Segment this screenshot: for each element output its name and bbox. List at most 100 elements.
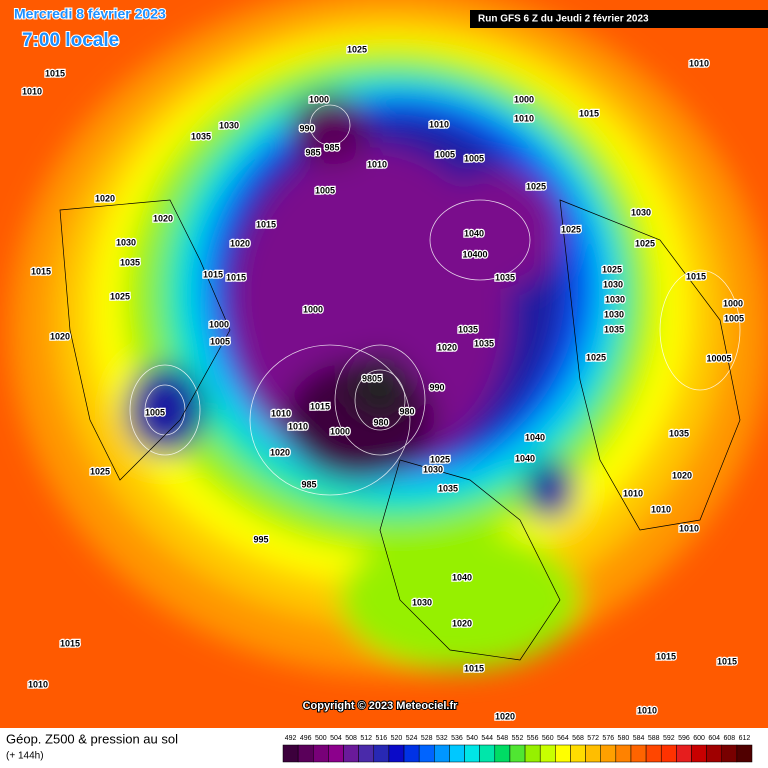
isobar-label: 1015 <box>226 272 246 282</box>
isobar-label: 1035 <box>669 428 689 438</box>
scale-label: 596 <box>678 735 690 742</box>
scale-swatch <box>630 744 647 763</box>
scale-label: 604 <box>708 735 720 742</box>
scale-swatch <box>615 744 632 763</box>
copyright: Copyright © 2023 Meteociel.fr <box>303 700 459 712</box>
isobar-label: 1015 <box>203 269 223 279</box>
isobar-label: 1035 <box>604 324 624 334</box>
isobar-label: 1025 <box>90 466 110 476</box>
isobar-label: 1025 <box>430 454 450 464</box>
isobar-label: 995 <box>253 534 268 544</box>
scale-label: 580 <box>618 735 630 742</box>
scale-swatch <box>645 744 662 763</box>
scale-swatch <box>509 744 526 763</box>
isobar-label: 1030 <box>603 279 623 289</box>
isobar-label: 1015 <box>310 401 330 411</box>
scale-swatch <box>358 744 375 763</box>
isobar-label: 1035 <box>438 483 458 493</box>
scale-label: 500 <box>315 735 327 742</box>
isobar-label: 1020 <box>95 193 115 203</box>
isobar-label: 1035 <box>474 338 494 348</box>
isobar-label: 1025 <box>561 224 581 234</box>
scale-swatch <box>434 744 450 763</box>
scale-label: 612 <box>739 735 751 742</box>
scale-swatch <box>449 744 465 763</box>
isobar-label: 1005 <box>315 185 335 195</box>
scale-label: 592 <box>663 735 675 742</box>
isobar-label: 1015 <box>656 651 676 661</box>
isobar-label: 1025 <box>110 291 130 301</box>
isobar-label: 1005 <box>724 313 744 323</box>
isobar-label: 1015 <box>45 68 65 78</box>
scale-swatch <box>418 744 435 763</box>
scale-swatch <box>585 744 601 763</box>
scale-swatch <box>570 744 586 763</box>
scale-swatch <box>282 744 299 763</box>
scale-label: 524 <box>406 735 418 742</box>
isobar-label: 1040 <box>452 572 472 582</box>
scale-label: 552 <box>512 735 524 742</box>
isobar-label: 1005 <box>435 149 455 159</box>
isobar-label: 10400 <box>462 249 487 259</box>
scale-swatch <box>313 744 329 763</box>
isobar-label: 1025 <box>635 238 655 248</box>
scale-label: 568 <box>572 735 584 742</box>
isobar-label: 1020 <box>672 470 692 480</box>
scale-swatch <box>555 744 571 763</box>
isobar-label: 1015 <box>579 108 599 118</box>
isobar-label: 1010 <box>514 113 534 123</box>
scale-label: 496 <box>300 735 312 742</box>
isobar-label: 1020 <box>50 331 70 341</box>
isobar-label: 1000 <box>309 94 329 104</box>
isobar-label: 1020 <box>153 213 173 223</box>
isobar-label: 1010 <box>689 58 709 68</box>
scale-swatch <box>600 744 617 763</box>
color-scale: 492 496 500 504 508 512 516 520 524 528 532 536 540 5… <box>282 735 753 763</box>
run-box <box>470 10 768 28</box>
scale-label: 600 <box>693 735 705 742</box>
isobar-label: 1030 <box>412 597 432 607</box>
isobar-label: 1005 <box>210 336 230 346</box>
isobar-label: 1000 <box>209 319 229 329</box>
scale-label: 492 <box>285 735 297 742</box>
scale-swatch <box>660 744 677 763</box>
scale-swatch <box>403 744 420 763</box>
scale-label: 564 <box>557 735 569 742</box>
isobar-label: 1010 <box>288 421 308 431</box>
scale-swatch <box>736 744 753 763</box>
scale-swatch <box>479 744 496 763</box>
isobar-label: 1030 <box>219 120 239 130</box>
isobar-label: 1040 <box>515 453 535 463</box>
isobar-label: 1010 <box>22 86 42 96</box>
scale-label: 532 <box>436 735 448 742</box>
isobar-label: 1010 <box>623 488 643 498</box>
scale-swatch <box>524 744 541 763</box>
scale-swatch <box>328 744 344 763</box>
scale-swatch <box>676 744 692 763</box>
isobar-label: 980 <box>399 406 414 416</box>
isobar-label: 1030 <box>116 237 136 247</box>
isobar-label: 1025 <box>602 264 622 274</box>
isobar-label: 1025 <box>526 181 546 191</box>
scale-label: 560 <box>542 735 554 742</box>
scale-label: 504 <box>330 735 342 742</box>
footer-lead: (+ 144h) <box>6 751 44 762</box>
scale-swatch <box>539 744 556 763</box>
forecast-time: 7:00 locale <box>22 30 119 51</box>
isobar-label: 985 <box>305 147 320 157</box>
isobar-label: 1030 <box>604 309 624 319</box>
isobar-label: 1025 <box>347 44 367 54</box>
map-background <box>0 0 768 728</box>
isobar-label: 1015 <box>31 266 51 276</box>
isobar-label: 1035 <box>458 324 478 334</box>
isobar-label: 1010 <box>651 504 671 514</box>
scale-label: 584 <box>633 735 645 742</box>
isobar-label: 1015 <box>464 663 484 673</box>
isobar-label: 1020 <box>437 342 457 352</box>
isobar-label: 1030 <box>423 464 443 474</box>
forecast-date: Mercredi 8 février 2023 <box>14 6 166 22</box>
isobar-label: 9805 <box>362 373 382 383</box>
scale-label: 572 <box>587 735 599 742</box>
isobar-label: 980 <box>373 417 388 427</box>
scale-swatch <box>691 744 707 763</box>
